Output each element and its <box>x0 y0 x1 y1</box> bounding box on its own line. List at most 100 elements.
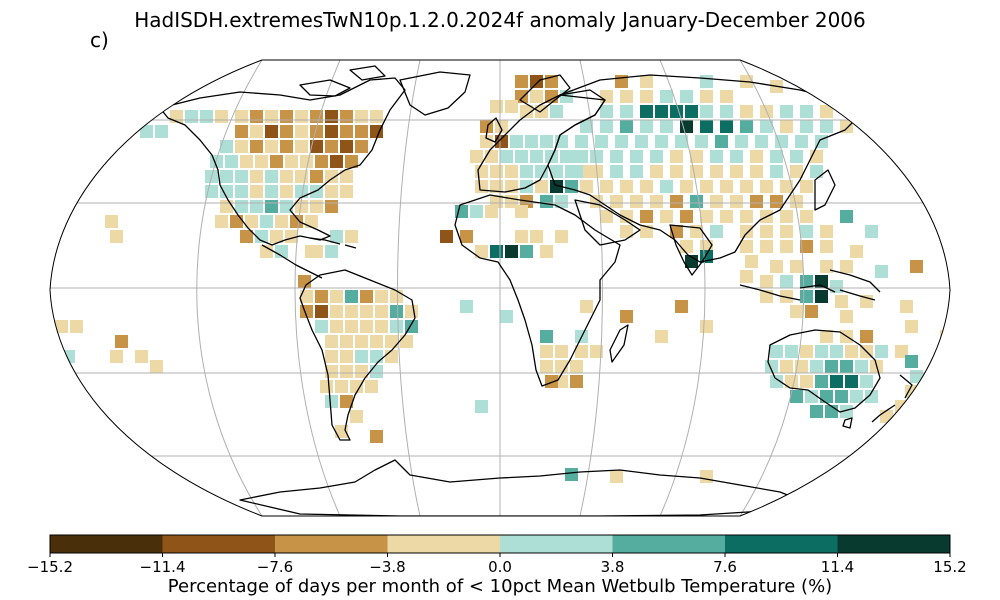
anomaly-cell <box>800 345 813 358</box>
coastline-tasmania <box>842 417 853 429</box>
anomaly-cell <box>225 155 238 168</box>
anomaly-cell <box>790 150 803 163</box>
anomaly-cell <box>750 165 763 178</box>
anomaly-cell <box>720 105 733 118</box>
anomaly-cell <box>305 215 318 228</box>
anomaly-cell <box>105 215 118 228</box>
anomaly-cell <box>110 230 123 243</box>
anomaly-cell <box>265 140 278 153</box>
longitude-gridline <box>196 60 263 516</box>
anomaly-cell <box>850 390 863 403</box>
anomaly-cell <box>370 365 383 378</box>
anomaly-cell <box>490 165 503 178</box>
anomaly-cell <box>800 120 813 133</box>
anomaly-cell <box>790 260 803 273</box>
anomaly-cell <box>570 165 583 178</box>
anomaly-cell <box>600 105 613 118</box>
anomaly-cell <box>800 240 813 253</box>
anomaly-cell <box>700 90 713 103</box>
anomaly-cell <box>325 350 338 363</box>
anomaly-cell <box>375 320 388 333</box>
anomaly-cell <box>360 290 373 303</box>
anomaly-cell <box>320 380 333 393</box>
anomaly-cell <box>490 245 503 258</box>
anomaly-cell <box>485 205 498 218</box>
anomaly-cell <box>535 165 548 178</box>
anomaly-cell <box>355 140 368 153</box>
globe-outline <box>49 59 951 517</box>
anomaly-cell <box>800 225 813 238</box>
anomaly-cell <box>340 365 353 378</box>
anomaly-cell <box>780 240 793 253</box>
anomaly-cell <box>200 110 213 123</box>
anomaly-cell <box>740 105 753 118</box>
colorbar-tick-label: 7.6 <box>713 558 737 576</box>
anomaly-cell <box>680 240 693 253</box>
anomaly-cell <box>325 395 338 408</box>
anomaly-cell <box>330 320 343 333</box>
anomaly-cell <box>810 405 823 418</box>
anomaly-cell <box>895 345 908 358</box>
anomaly-cell <box>620 180 633 193</box>
anomaly-cell <box>250 170 263 183</box>
anomaly-cell <box>560 150 573 163</box>
anomaly-cell <box>235 170 248 183</box>
anomaly-cell <box>350 410 363 423</box>
anomaly-cell <box>680 180 693 193</box>
anomaly-cell <box>775 135 788 148</box>
anomaly-cell <box>460 300 473 313</box>
anomaly-cell <box>575 345 588 358</box>
longitude-gridline <box>659 60 706 516</box>
anomaly-cell <box>240 155 253 168</box>
anomaly-cell <box>110 350 123 363</box>
anomaly-cell <box>875 265 888 278</box>
anomaly-cell <box>355 365 368 378</box>
colorbar-segment <box>162 535 276 553</box>
anomaly-cell <box>680 120 693 133</box>
anomaly-cell <box>865 225 878 238</box>
anomaly-cell <box>310 245 323 258</box>
anomaly-cell <box>780 275 793 288</box>
anomaly-cell <box>530 230 543 243</box>
anomaly-cell <box>900 300 913 313</box>
anomaly-cell <box>695 135 708 148</box>
anomaly-cell <box>245 215 258 228</box>
anomaly-cell <box>265 110 278 123</box>
anomaly-cell <box>675 135 688 148</box>
anomaly-cell <box>355 125 368 138</box>
anomaly-cell <box>295 110 308 123</box>
anomaly-cell <box>820 260 833 273</box>
anomaly-cell <box>780 180 793 193</box>
anomaly-cell <box>610 150 623 163</box>
anomaly-cell <box>515 75 528 88</box>
anomaly-cell <box>330 305 343 318</box>
anomaly-cell <box>720 90 733 103</box>
anomaly-cell <box>325 170 338 183</box>
anomaly-cell <box>355 350 368 363</box>
anomaly-cell <box>365 380 378 393</box>
anomaly-cell <box>270 155 283 168</box>
anomaly-cell <box>840 360 853 373</box>
anomaly-cell <box>710 195 723 208</box>
anomaly-cell <box>355 110 368 123</box>
colorbar-segment <box>387 535 501 553</box>
anomaly-cell <box>650 150 663 163</box>
anomaly-cell <box>370 125 383 138</box>
anomaly-cell <box>375 305 388 318</box>
anomaly-cell <box>910 260 923 273</box>
anomaly-cell <box>745 255 758 268</box>
anomaly-cell <box>655 330 668 343</box>
anomaly-cell <box>310 200 323 213</box>
coastline-india <box>669 224 713 276</box>
anomaly-cell <box>575 135 588 148</box>
anomaly-cell <box>785 345 798 358</box>
anomaly-cell <box>220 200 233 213</box>
anomaly-cell <box>510 135 523 148</box>
anomaly-cell <box>700 210 713 223</box>
anomaly-cell <box>620 225 633 238</box>
anomaly-cell <box>830 345 843 358</box>
colorbar-segment <box>837 535 951 553</box>
anomaly-cell <box>735 135 748 148</box>
longitude-gridline <box>579 60 603 516</box>
panel-label: c) <box>90 28 109 52</box>
